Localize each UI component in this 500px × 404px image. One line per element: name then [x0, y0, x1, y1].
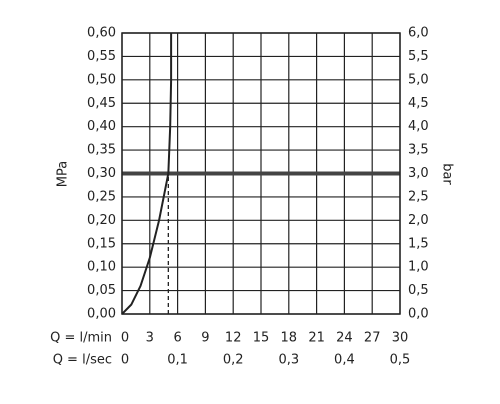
y-axis-label: MPa	[56, 161, 71, 187]
plot-border	[121, 32, 401, 315]
x2-tick-label: 0,5	[390, 353, 411, 368]
x2-axis-label: Q = l/sec	[53, 353, 112, 368]
x-tick-label: 0	[121, 331, 129, 346]
y2-tick-label: 5,0	[408, 72, 429, 87]
x-tick-label: 30	[392, 331, 409, 346]
y-tick-label: 0,55	[87, 49, 116, 64]
x-tick-label: 18	[281, 331, 298, 346]
y-tick-label: 0,30	[87, 166, 116, 181]
x-tick-label: 3	[146, 331, 154, 346]
x2-tick-label: 0,3	[278, 353, 299, 368]
y2-tick-label: 2,5	[408, 189, 429, 204]
y2-tick-label: 3,0	[408, 166, 429, 181]
y-tick-label: 0,25	[87, 189, 116, 204]
x-tick-label: 9	[201, 331, 209, 346]
y-tick-label: 0,50	[87, 72, 116, 87]
x-tick-label: 15	[253, 331, 270, 346]
x2-tick-label: 0,4	[334, 353, 355, 368]
x-tick-label: 12	[225, 331, 242, 346]
y-tick-label: 0,20	[87, 213, 116, 228]
y-tick-label: 0,60	[87, 26, 116, 41]
x2-tick-label: 0,2	[223, 353, 244, 368]
y-tick-label: 0,35	[87, 143, 116, 158]
y2-tick-label: 4,0	[408, 119, 429, 134]
x-tick-label: 24	[336, 331, 353, 346]
x-tick-label: 21	[308, 331, 325, 346]
y2-tick-label: 0,5	[408, 283, 429, 298]
x-tick-label: 27	[364, 331, 381, 346]
y-tick-label: 0,00	[87, 307, 116, 322]
y2-tick-label: 2,0	[408, 213, 429, 228]
line-series	[121, 33, 173, 315]
y-tick-label: 0,45	[87, 96, 116, 111]
y-tick-label: 0,10	[87, 260, 116, 275]
y2-tick-label: 4,5	[408, 96, 429, 111]
x2-tick-label: 0,1	[167, 353, 188, 368]
y-tick-label: 0,15	[87, 236, 116, 251]
x-axis-label: Q = l/min	[50, 331, 112, 346]
y-tick-label: 0,05	[87, 283, 116, 298]
y2-tick-label: 0,0	[408, 307, 429, 322]
y2-axis-label: bar	[440, 163, 455, 185]
y2-tick-label: 6,0	[408, 26, 429, 41]
x-tick-label: 6	[173, 331, 181, 346]
y-tick-label: 0,40	[87, 119, 116, 134]
y2-tick-label: 1,0	[408, 260, 429, 275]
y2-tick-label: 3,5	[408, 143, 429, 158]
y2-tick-label: 1,5	[408, 236, 429, 251]
x2-tick-label: 0	[121, 353, 129, 368]
y2-tick-label: 5,5	[408, 49, 429, 64]
